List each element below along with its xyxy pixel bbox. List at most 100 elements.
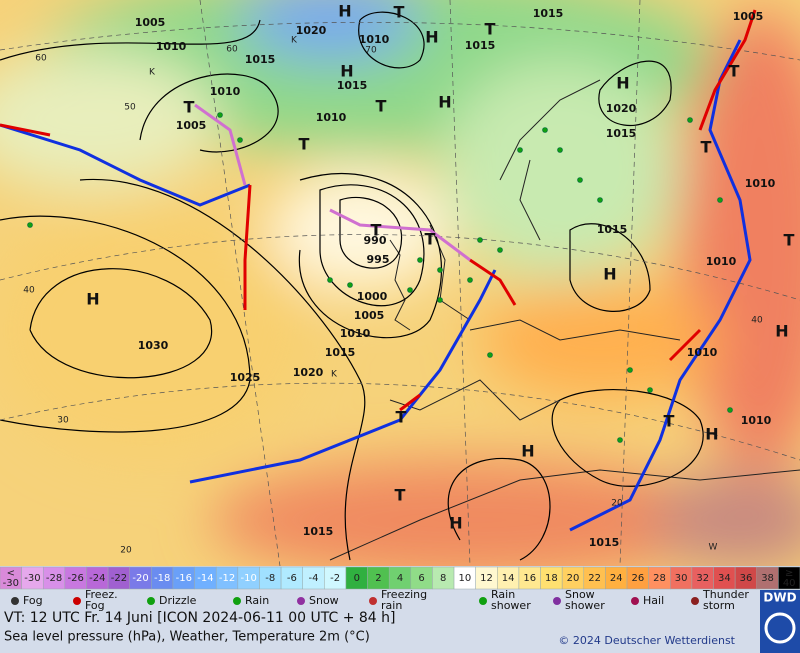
- pressure-center: H: [603, 265, 616, 284]
- scale-label: 14: [502, 573, 515, 584]
- weather-symbol: [597, 197, 603, 203]
- scale-label: <: [7, 568, 15, 579]
- latitude-label: 30: [57, 416, 69, 426]
- isobar-label: 1005: [176, 119, 207, 132]
- pressure-center: H: [338, 2, 351, 21]
- pressure-center: T: [184, 98, 195, 117]
- graticule: [0, 0, 800, 566]
- grid-mark: W: [709, 543, 718, 553]
- grid-mark: K: [331, 370, 338, 380]
- scale-label: 34: [718, 573, 731, 584]
- latitude-label: 70: [365, 46, 377, 56]
- scale-label: 6: [418, 573, 424, 584]
- isobar-label: 1005: [354, 309, 385, 322]
- legend-symbol: [11, 597, 19, 605]
- scale-label: 0: [354, 573, 360, 584]
- scale-label: 22: [588, 573, 601, 584]
- scale-label: -24: [89, 573, 105, 584]
- scale-label: -22: [111, 573, 127, 584]
- pressure-center: H: [86, 290, 99, 309]
- isobar-label: 1020: [606, 102, 637, 115]
- scale-label: 32: [696, 573, 709, 584]
- weather-symbol: [517, 147, 523, 153]
- pressure-center: T: [729, 62, 740, 81]
- pressure-center: T: [371, 221, 382, 240]
- pressure-center: T: [784, 231, 795, 250]
- pressure-center: T: [395, 486, 406, 505]
- pressure-center: H: [425, 28, 438, 47]
- isobar-label: 1010: [706, 255, 737, 268]
- isobar-label: 1015: [606, 127, 637, 140]
- scale-label: 30: [675, 573, 688, 584]
- temperature-scale: <-30 -30 -28 -26 -24 -22 -20 -18 -16 -14 -12 -10 -8-…: [0, 566, 800, 590]
- scale-label: 8: [440, 573, 446, 584]
- logo-icon: [764, 612, 796, 644]
- isobar-label: 1010: [340, 327, 371, 340]
- weather-symbol: [477, 237, 483, 243]
- weather-symbol: [217, 112, 223, 118]
- isobar-label: 1005: [135, 16, 166, 29]
- latitude-label: 40: [751, 316, 763, 326]
- scale-label: -28: [46, 573, 62, 584]
- weather-symbol: [727, 407, 733, 413]
- scale-label: 20: [567, 573, 580, 584]
- isobar-label: 1020: [293, 366, 324, 379]
- weather-symbol: [437, 267, 443, 273]
- scale-label: 16: [523, 573, 536, 584]
- isobar-label: 1015: [533, 7, 564, 20]
- legend-label: Freezing rain: [381, 588, 427, 612]
- weather-symbol: [327, 277, 333, 283]
- isobar-label: 1010: [741, 414, 772, 427]
- legend-label: Rain shower: [491, 588, 531, 612]
- isobar-label: 1015: [597, 223, 628, 236]
- pressure-center: H: [775, 322, 788, 341]
- legend-symbol: [479, 597, 487, 605]
- isobar-label: 1015: [465, 39, 496, 52]
- grid-mark: K: [291, 36, 298, 46]
- scale-label: -4: [309, 573, 319, 584]
- pressure-center: H: [616, 74, 629, 93]
- valid-time: VT: 12 UTC Fr. 14 Juni [ICON 2024-06-11 …: [4, 610, 395, 626]
- isobar-label: 1020: [296, 24, 327, 37]
- isobar-label: 1010: [687, 346, 718, 359]
- coastlines: [299, 79, 800, 561]
- grid-mark: K: [149, 68, 156, 78]
- weather-symbol: [467, 277, 473, 283]
- scale-label: -6: [287, 573, 297, 584]
- scale-label: 40: [783, 578, 796, 589]
- scale-label: -14: [197, 573, 213, 584]
- weather-symbol: [437, 297, 443, 303]
- latitude-label: 60: [226, 45, 238, 55]
- weather-symbol: [542, 127, 548, 133]
- legend-label: Snow shower: [565, 588, 605, 612]
- isobar-label: 1030: [138, 339, 169, 352]
- isobar-label: 1015: [337, 79, 368, 92]
- scale-label: -18: [154, 573, 170, 584]
- pressure-center: H: [521, 442, 534, 461]
- pressure-center: H: [340, 62, 353, 81]
- scale-label: -20: [132, 573, 148, 584]
- legend-symbol: [297, 597, 305, 605]
- weather-symbols: [27, 112, 733, 443]
- weather-symbol: [717, 197, 723, 203]
- legend-symbol: [631, 597, 639, 605]
- pressure-center: T: [485, 20, 496, 39]
- weather-symbol: [497, 247, 503, 253]
- isobar-label: 1015: [245, 53, 276, 66]
- scale-label: -30: [24, 573, 40, 584]
- isobar-label: 1010: [745, 177, 776, 190]
- legend-symbol: [691, 597, 699, 605]
- scale-label: 10: [458, 573, 471, 584]
- scale-label: -8: [265, 573, 275, 584]
- isobar-label: 1005: [733, 10, 764, 23]
- isobar-label: 1010: [359, 33, 390, 46]
- isobars: [0, 11, 704, 561]
- map: 1005 1010 1015 1020 1010 1015 1015 1005 1010 1005…: [0, 0, 800, 566]
- legend-symbol: [369, 597, 377, 605]
- description: Sea level pressure (hPa), Weather, Tempe…: [4, 630, 370, 645]
- weather-symbol: [417, 257, 423, 263]
- pressure-center: T: [664, 412, 675, 431]
- weather-symbol: [627, 367, 633, 373]
- legend-label: Freez. Fog: [85, 588, 118, 612]
